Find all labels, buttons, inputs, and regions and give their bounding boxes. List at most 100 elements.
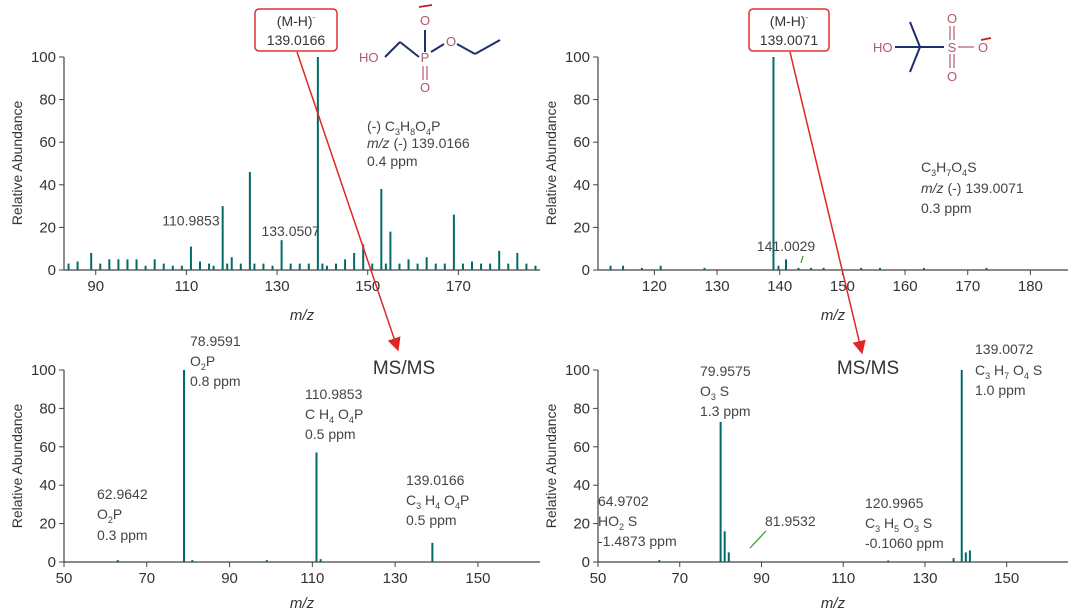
atom-s: S <box>948 40 957 55</box>
atom-ho-right: HO <box>873 40 893 55</box>
atom-ho-left: HO <box>359 50 379 65</box>
y-tick-label: 20 <box>573 219 590 236</box>
annotation-tl-ppm: 0.4 ppm <box>367 153 418 169</box>
annotation-tr: C3H7O4S m/z (-) 139.0071 0.3 ppm <box>921 159 1024 216</box>
note-br-79-mz: 79.9575 <box>700 363 751 379</box>
y-tick-label: 100 <box>565 49 590 66</box>
note-bl-110-formula: C H4 O4P <box>305 406 363 425</box>
x-tick-label: 160 <box>893 278 918 295</box>
atom-o-right-right: O <box>978 40 988 55</box>
x-tick-label: 140 <box>767 278 792 295</box>
x-tick-label: 170 <box>955 278 980 295</box>
peak-label: 133.0507 <box>261 223 320 239</box>
y-tick-label: 20 <box>39 516 56 533</box>
x-tick-label: 130 <box>383 570 408 587</box>
y-tick-label: 60 <box>573 439 590 456</box>
x-tick-label: 150 <box>465 570 490 587</box>
annotation-tr-mz: m/z (-) 139.0071 <box>921 180 1024 196</box>
chart-top-left: 0 20 40 60 80 100 90 110 130 150 170 m/z Relative Ab… <box>9 49 540 324</box>
atom-o-top-right: O <box>947 11 957 26</box>
x-tick-label: 70 <box>138 570 155 587</box>
note-bl-78-formula: O2P <box>190 353 215 372</box>
x-tick-label: 150 <box>830 278 855 295</box>
y-tick-label: 80 <box>573 400 590 417</box>
x-tick-label: 120 <box>642 278 667 295</box>
note-bl-62-mz: 62.9642 <box>97 486 148 502</box>
atom-o-bottom-right: O <box>947 69 957 84</box>
atom-o-right-left: O <box>446 34 456 49</box>
note-br-120-ppm: -0.1060 ppm <box>865 535 944 551</box>
y-axis-label: Relative Abundance <box>543 404 559 529</box>
x-tick-label: 110 <box>300 570 324 587</box>
x-tick-label: 110 <box>174 278 198 295</box>
molecule-left: HO P O O O <box>359 4 501 95</box>
y-tick-label: 0 <box>48 262 56 279</box>
ion-box-tl: (M-H)- 139.0166 <box>254 8 338 52</box>
y-tick-label: 0 <box>582 262 590 279</box>
ion-box-tr-mz: 139.0071 <box>760 32 819 48</box>
y-tick-label: 20 <box>39 219 56 236</box>
panel-title: MS/MS <box>837 358 899 379</box>
annotation-tr-ppm: 0.3 ppm <box>921 200 972 216</box>
note-br-79-ppm: 1.3 ppm <box>700 403 751 419</box>
x-tick-label: 130 <box>912 570 937 587</box>
x-tick-label: 90 <box>221 570 238 587</box>
molecule-right: HO S O O O <box>873 11 992 84</box>
chart-bottom-right: 0 20 40 60 80 100 50 70 90 110 130 150 m/z Relative A… <box>543 358 1068 612</box>
peak-notes-br: 79.9575 O3 S 1.3 ppm 139.0072 C3 H7 O4 S… <box>598 341 1042 551</box>
x-axis-label: m/z <box>821 595 846 612</box>
leader-141 <box>800 255 804 264</box>
panel-title: MS/MS <box>373 358 435 379</box>
annotation-tl: (-) C3H8O4P m/z (-) 139.0166 0.4 ppm <box>367 118 470 169</box>
note-br-81-mz: 81.9532 <box>765 513 816 529</box>
annotation-tl-mz: m/z (-) 139.0166 <box>367 135 470 151</box>
x-axis-label: m/z <box>821 307 846 324</box>
note-bl-110-mz: 110.9853 <box>305 386 363 402</box>
atom-o-top-left: O <box>420 13 430 28</box>
note-br-139-formula: C3 H7 O4 S <box>975 362 1042 381</box>
y-tick-label: 0 <box>582 554 590 571</box>
note-br-64-formula: HO2 S <box>598 513 637 532</box>
y-tick-label: 40 <box>573 477 590 494</box>
x-tick-label: 70 <box>671 570 688 587</box>
y-axis-label: Relative Abundance <box>9 101 25 226</box>
note-bl-62-formula: O2P <box>97 506 122 525</box>
peak-label: 141.0029 <box>757 238 816 254</box>
x-axis-label: m/z <box>290 595 315 612</box>
y-tick-label: 0 <box>48 554 56 571</box>
x-tick-label: 50 <box>56 570 73 587</box>
annotation-tl-formula: (-) C3H8O4P <box>367 118 440 137</box>
x-tick-label: 130 <box>265 278 290 295</box>
note-br-120-formula: C3 H5 O3 S <box>865 515 932 534</box>
x-tick-label: 110 <box>831 570 855 587</box>
y-tick-label: 100 <box>565 362 590 379</box>
ion-box-tr-label: (M-H)- <box>770 13 809 29</box>
y-tick-label: 60 <box>39 439 56 456</box>
x-axis-label: m/z <box>290 307 315 324</box>
y-tick-label: 100 <box>31 362 56 379</box>
y-tick-label: 40 <box>39 477 56 494</box>
ion-box-tl-mz: 139.0166 <box>267 32 326 48</box>
note-br-139-mz: 139.0072 <box>975 341 1034 357</box>
ion-box-tl-label: (M-H)- <box>277 13 316 29</box>
x-tick-label: 50 <box>590 570 607 587</box>
x-tick-label: 90 <box>87 278 104 295</box>
y-axis-label: Relative Abundance <box>543 101 559 226</box>
y-tick-label: 40 <box>573 177 590 194</box>
y-tick-label: 60 <box>39 134 56 151</box>
x-tick-label: 180 <box>1018 278 1043 295</box>
x-tick-label: 170 <box>446 278 471 295</box>
note-br-139-ppm: 1.0 ppm <box>975 382 1026 398</box>
ion-box-tr: (M-H)- 139.0071 <box>748 8 830 52</box>
y-axis-label: Relative Abundance <box>9 404 25 529</box>
note-bl-78-ppm: 0.8 ppm <box>190 373 241 389</box>
note-br-64-mz: 64.9702 <box>598 493 649 509</box>
note-br-81-leader <box>749 530 767 549</box>
annotation-tr-formula: C3H7O4S <box>921 159 977 178</box>
y-tick-label: 100 <box>31 49 56 66</box>
atom-o-bottom-left: O <box>420 80 430 95</box>
x-tick-label: 150 <box>994 570 1019 587</box>
y-tick-label: 60 <box>573 134 590 151</box>
peak-notes-bl: 78.9591 O2P 0.8 ppm 110.9853 C H4 O4P 0.… <box>97 333 469 543</box>
